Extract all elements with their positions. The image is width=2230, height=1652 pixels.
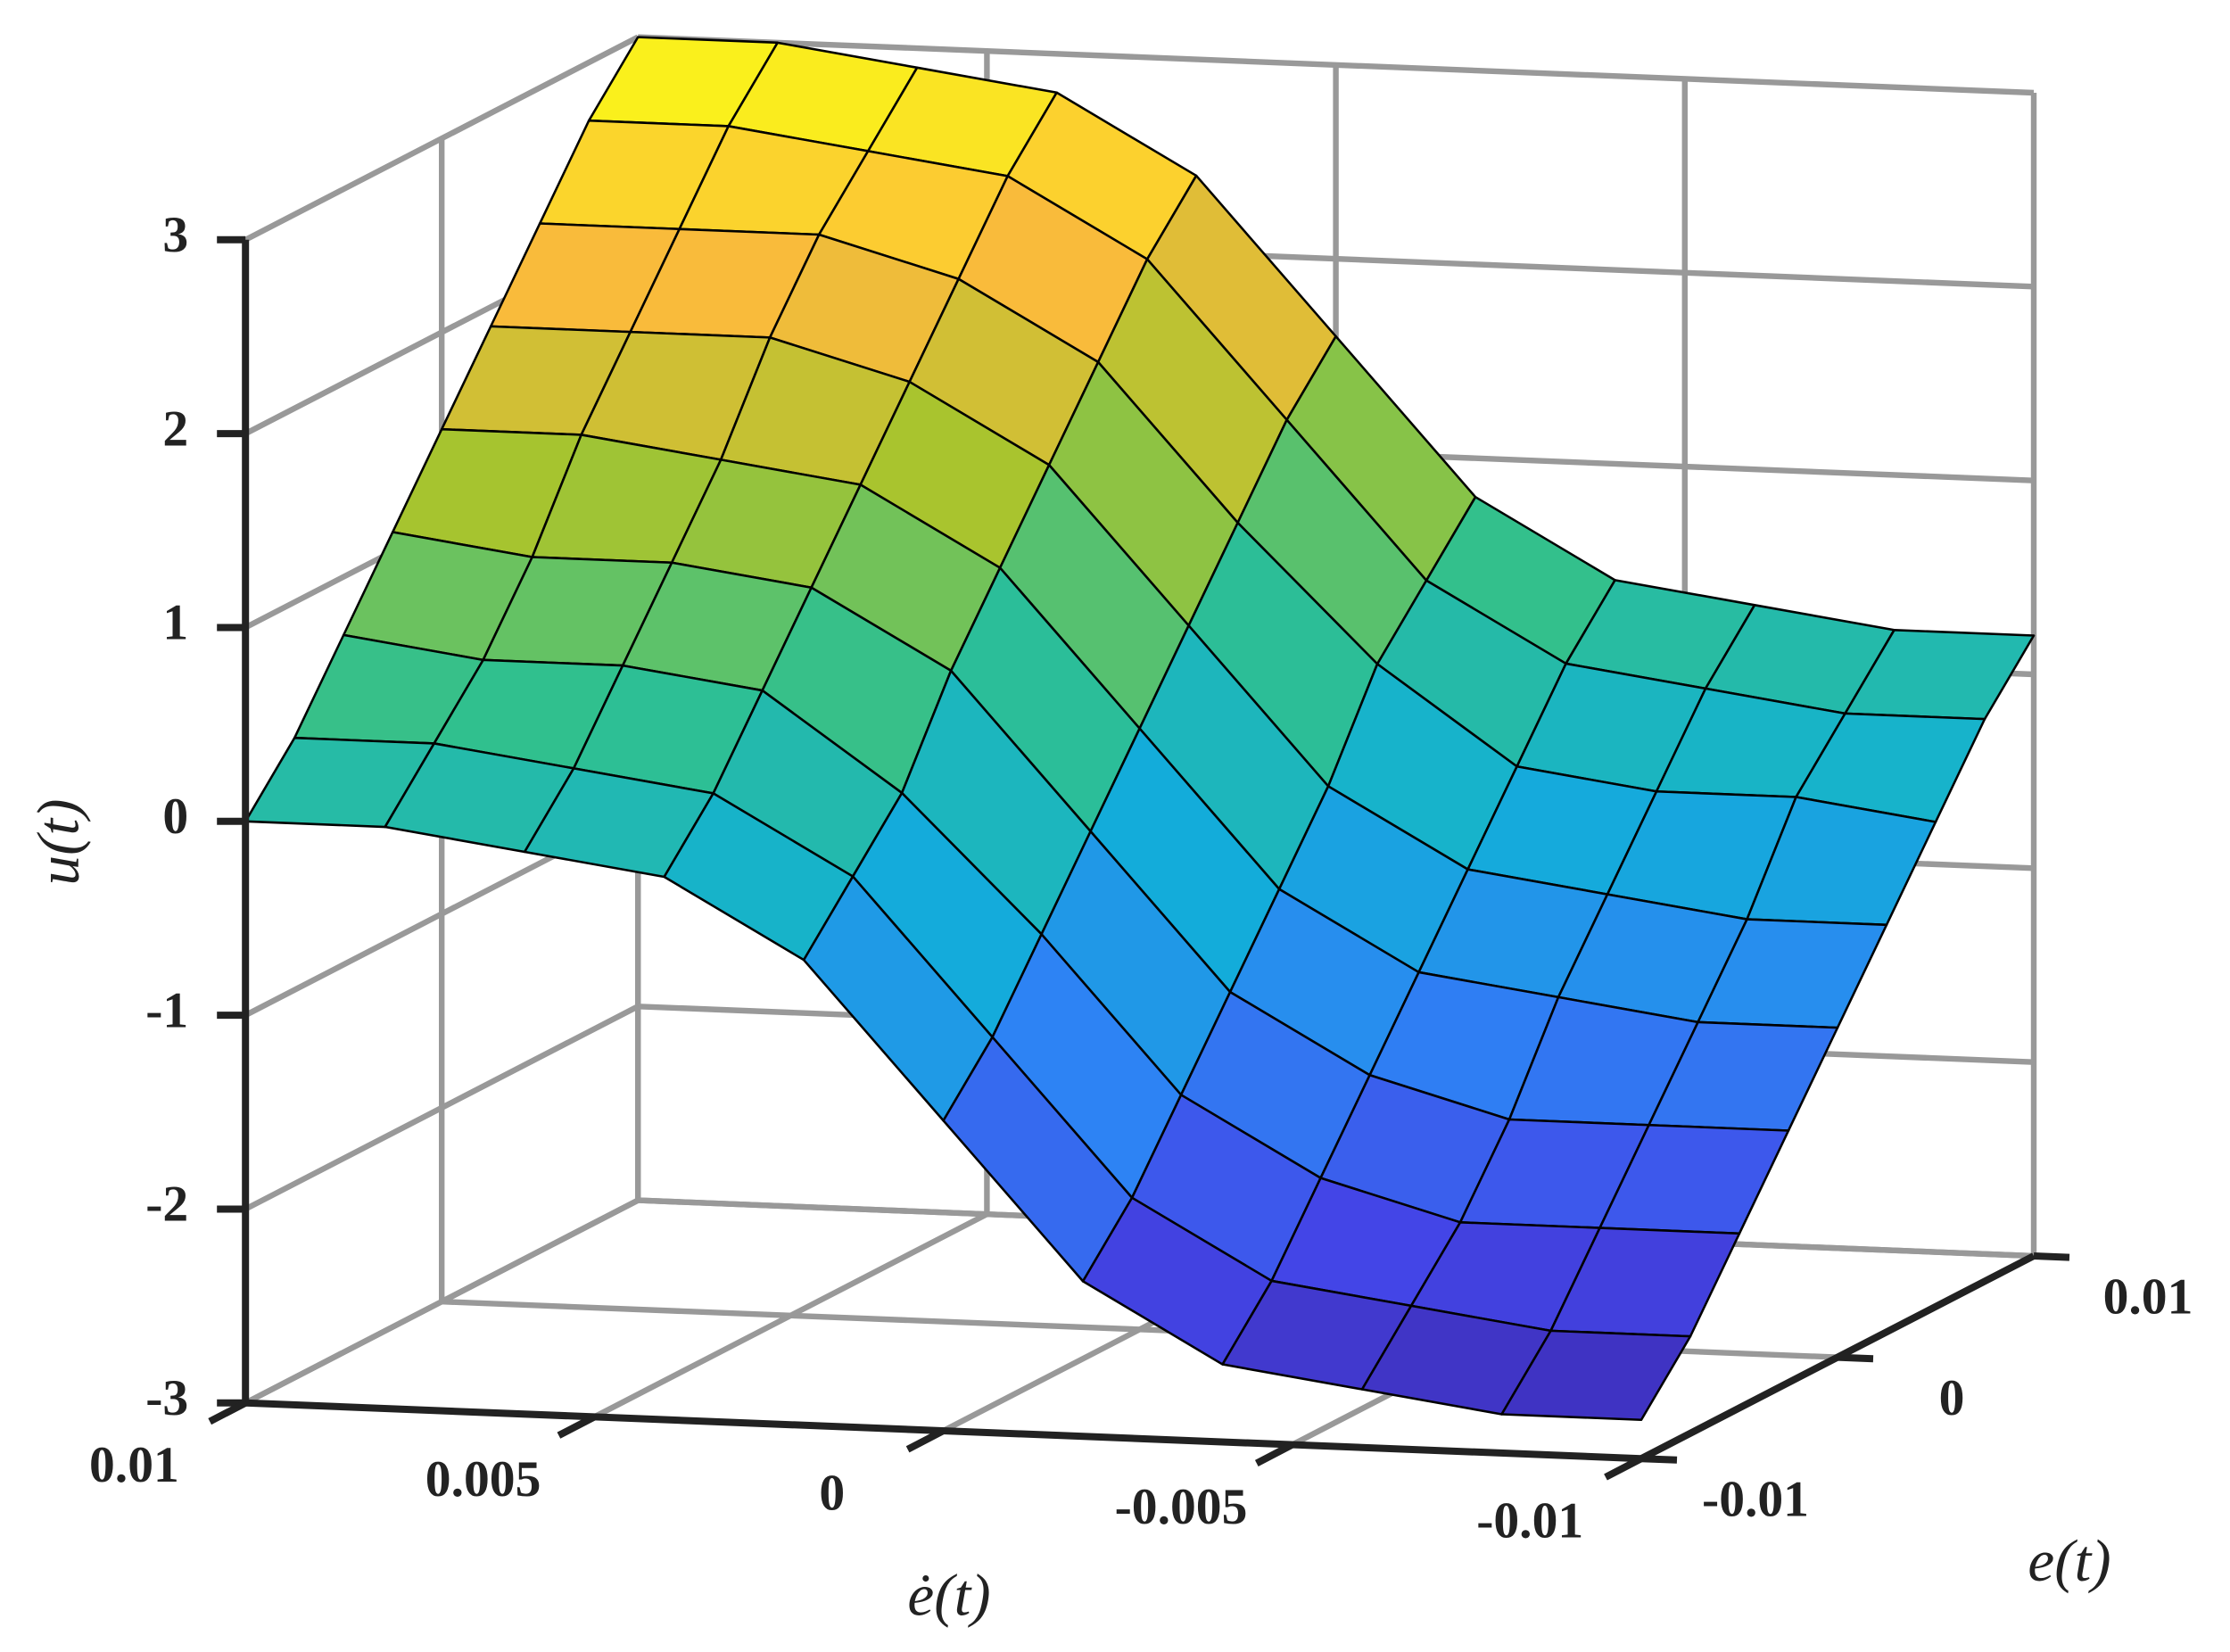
x-tick <box>557 1413 597 1439</box>
x-axis-label: ė(t) <box>907 1562 990 1629</box>
y-tick <box>1837 1353 1874 1363</box>
x-tick-label: 0.005 <box>425 1451 541 1507</box>
x-tick <box>905 1427 946 1453</box>
x-tick-label: 0 <box>819 1465 845 1521</box>
z-tick-label: 0 <box>162 789 188 845</box>
x-tick <box>1604 1455 1643 1481</box>
x-tick-label: 0.01 <box>89 1437 179 1493</box>
surface-layer <box>244 36 2036 1422</box>
y-tick-label: 0 <box>1939 1370 1965 1426</box>
y-tick <box>2033 1252 2070 1261</box>
z-axis-label: u(t) <box>24 798 91 885</box>
y-axis-label: e(t) <box>2028 1527 2110 1594</box>
grid-line <box>638 34 2035 96</box>
x-tick-label: -0.005 <box>1115 1479 1248 1535</box>
z-tick-label: -2 <box>145 1177 188 1233</box>
x-tick-label: -0.01 <box>1476 1493 1583 1549</box>
x-tick <box>1254 1441 1294 1466</box>
axes-layer: -3 -2 -1 0 1 2 3 0.01 0.005 0 -0.005 -0.01 -0.01 0 0.0… <box>89 207 2193 1549</box>
z-tick-label: 2 <box>162 401 188 457</box>
grid-line <box>244 1197 640 1406</box>
x-tick <box>208 1400 248 1425</box>
grid-line <box>244 1004 640 1212</box>
z-tick-label: -3 <box>145 1370 188 1426</box>
y-tick <box>1640 1455 1678 1464</box>
y-tick-label: 0.01 <box>2103 1268 2193 1325</box>
z-tick-label: 3 <box>162 207 188 263</box>
z-tick-label: 1 <box>162 595 188 651</box>
grid-line <box>244 34 640 243</box>
z-tick-label: -1 <box>145 982 188 1038</box>
surface-cell <box>1500 1329 1692 1422</box>
y-tick-label: -0.01 <box>1702 1472 1809 1528</box>
